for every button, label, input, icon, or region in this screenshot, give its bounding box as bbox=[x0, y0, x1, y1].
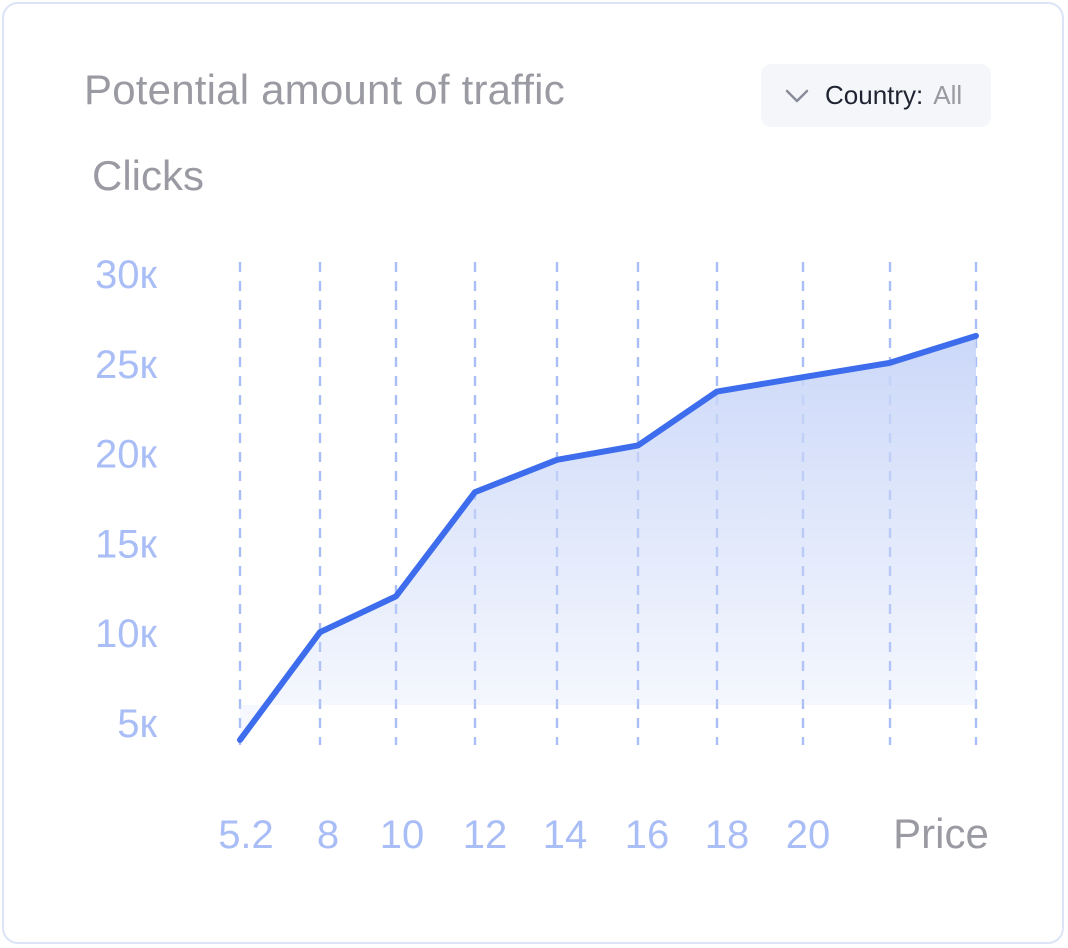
country-filter-label: Country: bbox=[825, 80, 924, 110]
y-tick-label-1: 25к bbox=[95, 343, 157, 387]
y-tick-label-2: 20к bbox=[95, 433, 157, 477]
y-tick-label-0: 30к bbox=[95, 253, 157, 297]
series-area bbox=[240, 335, 976, 740]
y-tick-label-4: 10к bbox=[95, 612, 157, 656]
x-tick-label-0: 5.2 bbox=[218, 813, 274, 857]
country-filter-dropdown[interactable]: Country: All bbox=[761, 64, 991, 127]
x-tick-label-2: 10 bbox=[380, 813, 425, 857]
chart-title: Potential amount of traffic bbox=[84, 66, 565, 113]
x-tick-label-4: 14 bbox=[543, 813, 588, 857]
chevron-down-icon bbox=[783, 82, 811, 110]
x-axis-label: Price bbox=[893, 810, 989, 857]
x-tick-label-5: 16 bbox=[625, 813, 670, 857]
x-tick-label-1: 8 bbox=[317, 813, 339, 857]
y-tick-label-3: 15к bbox=[95, 522, 157, 566]
x-tick-label-3: 12 bbox=[463, 813, 508, 857]
x-tick-label-7: 20 bbox=[786, 813, 831, 857]
y-axis-label: Clicks bbox=[92, 152, 204, 199]
country-filter-value: All bbox=[933, 80, 963, 110]
series-line bbox=[237, 332, 979, 743]
y-tick-label-5: 5к bbox=[117, 702, 157, 746]
x-tick-label-6: 18 bbox=[705, 813, 750, 857]
